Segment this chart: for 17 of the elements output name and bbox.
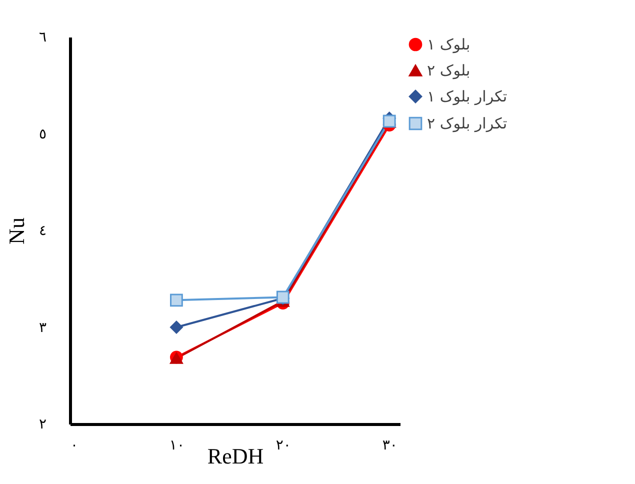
y-tick-label: ٣: [38, 320, 47, 336]
legend-label: تکرار بلوک ۲: [427, 114, 508, 132]
x-tick-label: ٣٠: [382, 438, 398, 454]
x-tick-label: ٠: [70, 438, 78, 454]
point: [170, 320, 183, 334]
y-axis-title: Nu: [4, 218, 29, 244]
y-tick-label: ٢: [38, 416, 46, 432]
y-tick-label: ٤: [38, 223, 46, 239]
x-axis-title: ReDH: [207, 444, 264, 468]
x-tick-label: ٢٠: [276, 438, 291, 454]
legend-label: بلوک ۲: [427, 62, 470, 80]
legend-label: بلوک ۱: [427, 36, 470, 54]
y-tick-label: ٥: [38, 126, 46, 142]
point: [170, 294, 183, 307]
y-tick-label: ٦: [38, 30, 46, 46]
x-tick-label: ١٠: [169, 438, 184, 454]
legend-label: تکرار بلوک ۱: [427, 88, 508, 106]
